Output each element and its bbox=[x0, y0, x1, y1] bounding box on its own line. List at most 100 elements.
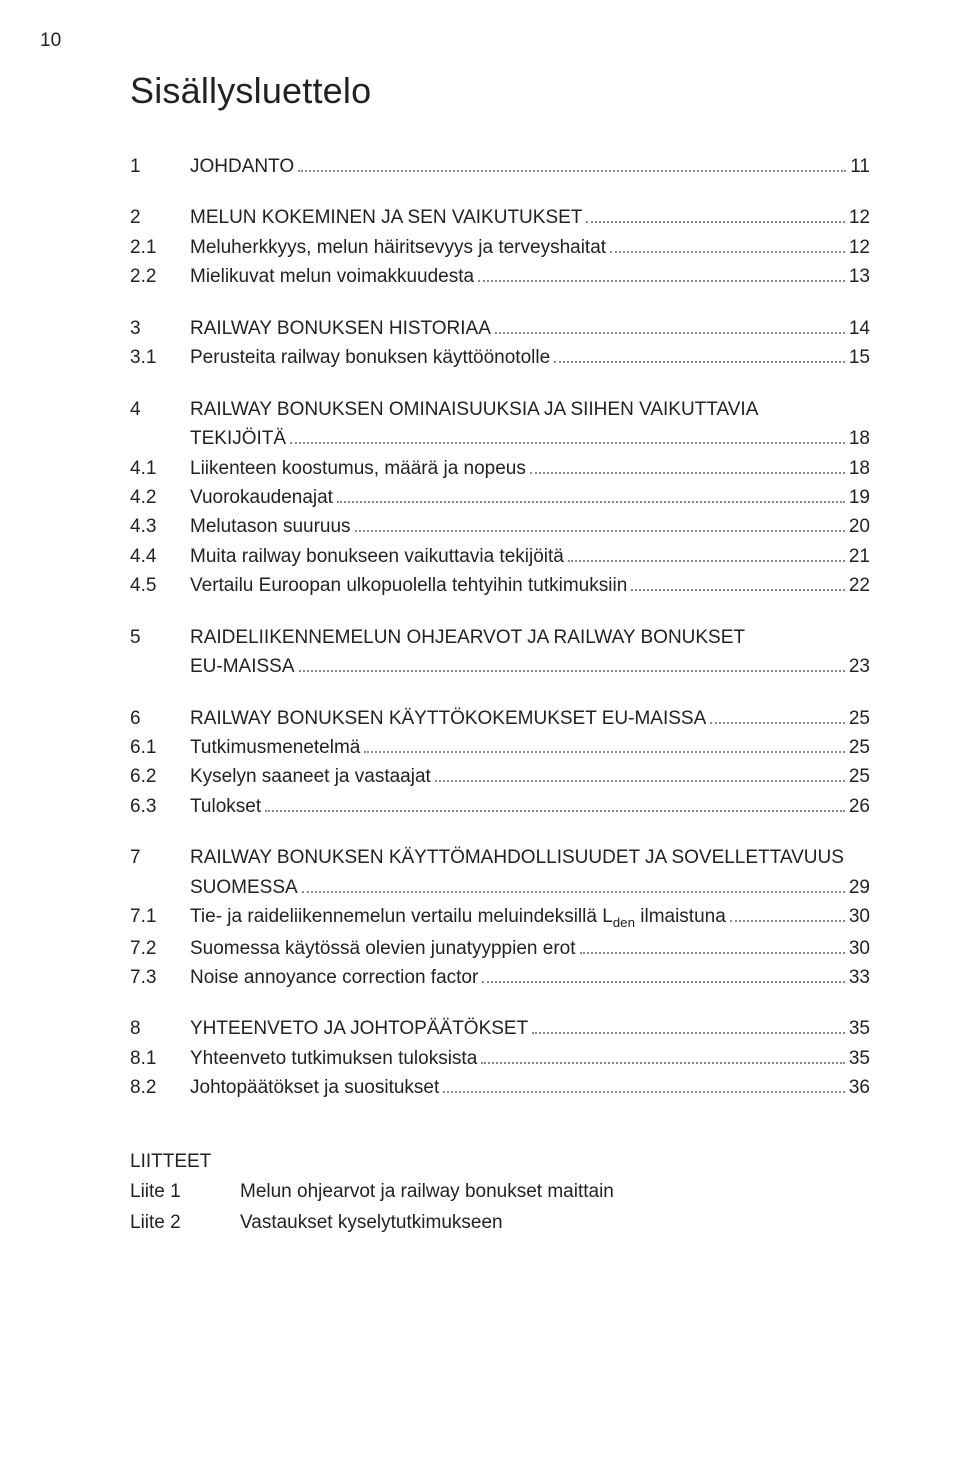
toc-entry-label: MELUN KOKEMINEN JA SEN VAIKUTUKSET bbox=[190, 203, 582, 232]
toc-entry-label: Johtopäätökset ja suositukset bbox=[190, 1073, 439, 1102]
toc-entry-label: Muita railway bonukseen vaikuttavia teki… bbox=[190, 542, 564, 571]
toc-entry-page: 11 bbox=[850, 152, 870, 181]
toc-entry-page: 25 bbox=[849, 704, 870, 733]
toc-leader bbox=[435, 780, 845, 782]
toc-entry: 6.2Kyselyn saaneet ja vastaajat25 bbox=[130, 762, 870, 791]
toc-entry-label: RAILWAY BONUKSEN OMINAISUUKSIA JA SIIHEN… bbox=[190, 395, 758, 424]
toc-entry-page: 30 bbox=[849, 934, 870, 963]
toc-leader bbox=[265, 810, 845, 812]
toc-entry-number: 7.1 bbox=[130, 902, 190, 931]
toc-entry-continuation: SUOMESSA29 bbox=[190, 873, 870, 902]
appendix-section: LIITTEET Liite 1Melun ohjearvot ja railw… bbox=[130, 1147, 870, 1238]
toc-entry-label: Perusteita railway bonuksen käyttöönotol… bbox=[190, 343, 550, 372]
toc-entry: 6.1Tutkimusmenetelmä25 bbox=[130, 733, 870, 762]
toc-entry-number: 2 bbox=[130, 203, 190, 232]
toc-leader bbox=[443, 1091, 845, 1093]
toc-entry-page: 15 bbox=[849, 343, 870, 372]
toc-entry-label: RAILWAY BONUKSEN KÄYTTÖKOKEMUKSET EU-MAI… bbox=[190, 704, 706, 733]
toc-entry: 6.3Tulokset 26 bbox=[130, 792, 870, 821]
toc-entry-number: 6 bbox=[130, 704, 190, 733]
toc-entry-number: 4 bbox=[130, 395, 190, 424]
toc-entry-label: RAIDELIIKENNEMELUN OHJEARVOT JA RAILWAY … bbox=[190, 623, 745, 652]
toc-entry-label: Mielikuvat melun voimakkuudesta bbox=[190, 262, 474, 291]
toc-entry-number: 7.2 bbox=[130, 934, 190, 963]
toc-entry-label: Melutason suuruus bbox=[190, 512, 351, 541]
toc-entry-page: 12 bbox=[849, 203, 870, 232]
toc-entry-continuation: EU-MAISSA 23 bbox=[190, 652, 870, 681]
toc-leader bbox=[610, 251, 845, 253]
toc-entry: 4.2Vuorokaudenajat19 bbox=[130, 483, 870, 512]
toc-entry: 8YHTEENVETO JA JOHTOPÄÄTÖKSET 35 bbox=[130, 1014, 870, 1043]
toc-entry-label: Tulokset bbox=[190, 792, 261, 821]
toc-entry-number: 6.1 bbox=[130, 733, 190, 762]
toc-entry-label: Suomessa käytössä olevien junatyyppien e… bbox=[190, 934, 576, 963]
toc-entry-number: 6.2 bbox=[130, 762, 190, 791]
appendix-item-text: Vastaukset kyselytutkimukseen bbox=[240, 1208, 503, 1238]
appendix-item-text: Melun ohjearvot ja railway bonukset mait… bbox=[240, 1177, 614, 1207]
toc-entry: 7.2Suomessa käytössä olevien junatyyppie… bbox=[130, 934, 870, 963]
toc-leader bbox=[554, 361, 845, 363]
toc-leader bbox=[355, 530, 845, 532]
toc-leader bbox=[586, 221, 844, 223]
toc-entry-page: 14 bbox=[849, 314, 870, 343]
toc-entry: 4.4Muita railway bonukseen vaikuttavia t… bbox=[130, 542, 870, 571]
toc-leader bbox=[580, 952, 845, 954]
toc-entry-number: 4.4 bbox=[130, 542, 190, 571]
toc-entry-label: EU-MAISSA bbox=[190, 652, 295, 681]
toc-entry-page: 30 bbox=[849, 902, 870, 931]
toc-entry-page: 35 bbox=[849, 1014, 870, 1043]
toc-entry-number: 6.3 bbox=[130, 792, 190, 821]
toc-entry-number: 4.1 bbox=[130, 454, 190, 483]
toc-leader bbox=[302, 891, 845, 893]
toc-entry-label: Tie- ja raideliikennemelun vertailu melu… bbox=[190, 902, 726, 933]
toc-leader bbox=[299, 670, 845, 672]
toc-entry-page: 33 bbox=[849, 963, 870, 992]
toc-entry-number: 5 bbox=[130, 623, 190, 652]
toc-entry-page: 22 bbox=[849, 571, 870, 600]
toc-entry-page: 25 bbox=[849, 762, 870, 791]
toc-entry-label: RAILWAY BONUKSEN KÄYTTÖMAHDOLLISUUDET JA… bbox=[190, 843, 844, 872]
toc-entry-label: Noise annoyance correction factor bbox=[190, 963, 478, 992]
toc-entry: 1JOHDANTO 11 bbox=[130, 152, 870, 181]
toc-entry: 6RAILWAY BONUKSEN KÄYTTÖKOKEMUKSET EU-MA… bbox=[130, 704, 870, 733]
toc-entry-number: 1 bbox=[130, 152, 190, 181]
appendix-item: Liite 2Vastaukset kyselytutkimukseen bbox=[130, 1208, 870, 1238]
toc-leader bbox=[730, 920, 845, 922]
toc-entry-number: 3 bbox=[130, 314, 190, 343]
toc-entry-page: 13 bbox=[849, 262, 870, 291]
toc-leader bbox=[495, 332, 845, 334]
toc-entry: 8.1Yhteenveto tutkimuksen tuloksista35 bbox=[130, 1044, 870, 1073]
toc-entry: 2MELUN KOKEMINEN JA SEN VAIKUTUKSET 12 bbox=[130, 203, 870, 232]
toc-entry-number: 8 bbox=[130, 1014, 190, 1043]
page-number: 10 bbox=[40, 30, 61, 52]
toc-entry-number: 2.1 bbox=[130, 233, 190, 262]
toc-entry-page: 26 bbox=[849, 792, 870, 821]
toc-entry: 3RAILWAY BONUKSEN HISTORIAA14 bbox=[130, 314, 870, 343]
toc-entry-page: 25 bbox=[849, 733, 870, 762]
toc-leader bbox=[481, 1062, 845, 1064]
toc-leader bbox=[478, 280, 845, 282]
toc-title: Sisällysluettelo bbox=[130, 70, 870, 112]
toc-entry-page: 18 bbox=[849, 424, 870, 453]
toc-leader bbox=[298, 170, 846, 172]
toc-entry-number: 4.3 bbox=[130, 512, 190, 541]
toc-entry-page: 19 bbox=[849, 483, 870, 512]
toc-entry-label: TEKIJÖITÄ bbox=[190, 424, 286, 453]
toc-entry-page: 12 bbox=[849, 233, 870, 262]
toc-entry-label: Vuorokaudenajat bbox=[190, 483, 333, 512]
toc-entry-continuation: TEKIJÖITÄ 18 bbox=[190, 424, 870, 453]
toc-entry-page: 35 bbox=[849, 1044, 870, 1073]
toc-entry-label: Meluherkkyys, melun häiritsevyys ja terv… bbox=[190, 233, 606, 262]
toc-entry: 7.1Tie- ja raideliikennemelun vertailu m… bbox=[130, 902, 870, 933]
toc-leader bbox=[532, 1032, 845, 1034]
appendix-heading: LIITTEET bbox=[130, 1147, 870, 1177]
toc-entry-number: 2.2 bbox=[130, 262, 190, 291]
toc-entry-label: YHTEENVETO JA JOHTOPÄÄTÖKSET bbox=[190, 1014, 528, 1043]
toc-entry-number: 4.5 bbox=[130, 571, 190, 600]
toc-entry-page: 20 bbox=[849, 512, 870, 541]
appendix-item-key: Liite 2 bbox=[130, 1208, 240, 1238]
toc-entry-label: JOHDANTO bbox=[190, 152, 294, 181]
toc-leader bbox=[364, 751, 845, 753]
page: 10 Sisällysluettelo 1JOHDANTO 11 2MELUN KO… bbox=[0, 0, 960, 1474]
toc-entry-page: 23 bbox=[849, 652, 870, 681]
